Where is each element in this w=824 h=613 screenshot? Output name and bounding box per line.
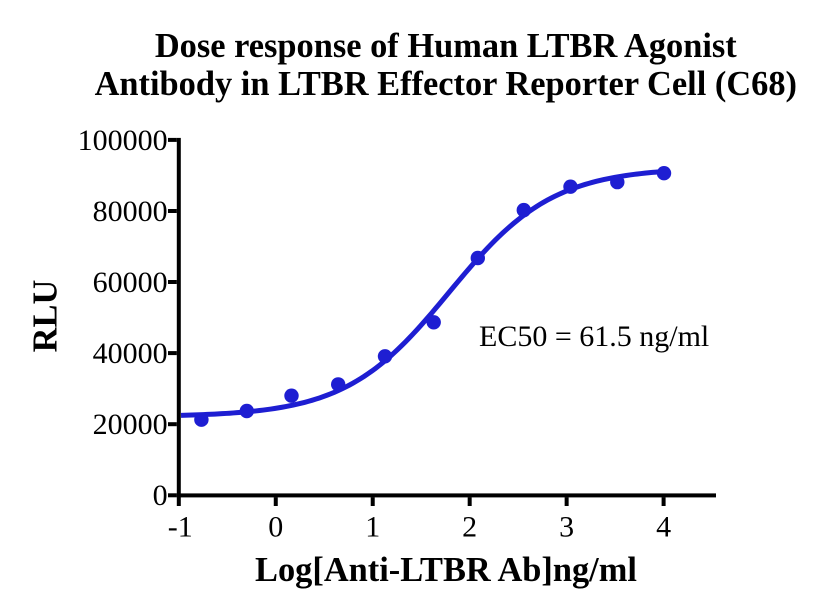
svg-text:1: 1 bbox=[365, 511, 380, 544]
svg-text:-1: -1 bbox=[168, 511, 193, 544]
svg-text:100000: 100000 bbox=[78, 124, 168, 157]
svg-text:2: 2 bbox=[462, 511, 477, 544]
svg-text:40000: 40000 bbox=[93, 337, 168, 370]
svg-text:3: 3 bbox=[559, 511, 574, 544]
svg-text:EC50 = 61.5 ng/ml: EC50 = 61.5 ng/ml bbox=[479, 320, 709, 353]
svg-text:RLU: RLU bbox=[26, 280, 64, 353]
svg-text:80000: 80000 bbox=[93, 195, 168, 228]
svg-text:20000: 20000 bbox=[93, 408, 168, 441]
svg-text:Log[Anti-LTBR Ab]ng/ml: Log[Anti-LTBR Ab]ng/ml bbox=[255, 551, 637, 589]
svg-text:0: 0 bbox=[268, 511, 283, 544]
svg-text:Dose response of Human LTBR Ag: Dose response of Human LTBR Agonist bbox=[155, 27, 737, 65]
svg-text:4: 4 bbox=[656, 511, 671, 544]
svg-text:60000: 60000 bbox=[93, 266, 168, 299]
svg-text:0: 0 bbox=[153, 479, 168, 512]
svg-text:Antibody in LTBR Effector Repo: Antibody in LTBR Effector Reporter Cell … bbox=[95, 65, 797, 103]
